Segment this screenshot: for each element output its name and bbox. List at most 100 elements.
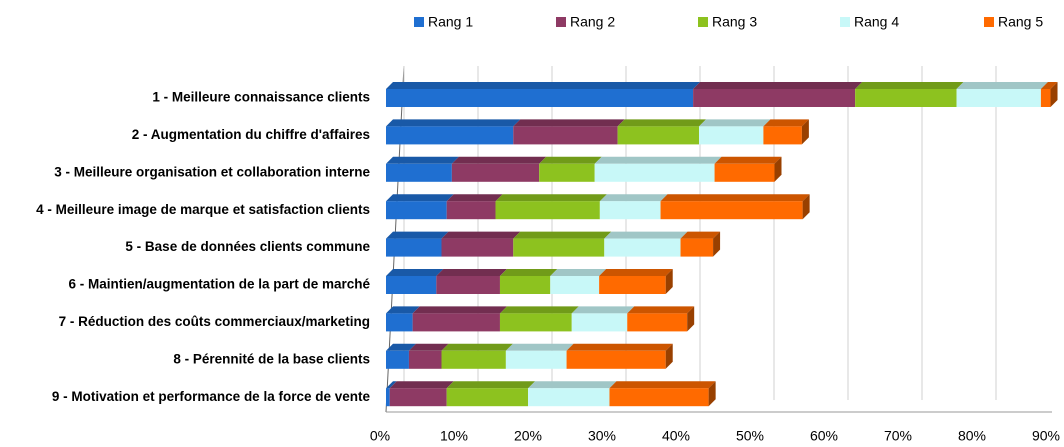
bar-top xyxy=(495,194,607,202)
bar xyxy=(550,276,600,294)
bar-top xyxy=(386,343,416,351)
bar-top xyxy=(436,269,507,276)
bar xyxy=(499,276,551,294)
bar xyxy=(627,313,688,332)
bar xyxy=(604,238,681,257)
bar-top xyxy=(386,381,397,389)
x-tick-label: 70% xyxy=(884,428,912,444)
x-tick-label: 10% xyxy=(440,428,468,444)
bar-top xyxy=(1040,82,1058,89)
bar xyxy=(412,313,500,332)
bar xyxy=(956,89,1041,107)
bar-top xyxy=(566,343,673,351)
bar-side xyxy=(687,306,695,332)
bar-top xyxy=(386,194,454,202)
bar-top xyxy=(389,381,454,389)
bar-top xyxy=(513,231,612,239)
bar xyxy=(763,126,802,145)
bar xyxy=(660,201,803,220)
legend-swatch xyxy=(984,17,994,27)
bar xyxy=(386,276,437,294)
category-label: 2 - Augmentation du chiffre d'affaires xyxy=(132,127,370,142)
legend-swatch xyxy=(556,17,566,27)
bar-side xyxy=(802,194,810,220)
bar xyxy=(571,313,628,332)
bar xyxy=(699,126,764,145)
bar xyxy=(446,201,496,220)
bar-top xyxy=(451,156,547,164)
category-label: 7 - Réduction des coûts commerciaux/mark… xyxy=(59,314,370,329)
bar xyxy=(386,201,447,220)
bars xyxy=(386,82,1058,407)
bar xyxy=(386,89,694,107)
bar-top xyxy=(446,194,503,202)
bar-side xyxy=(801,119,809,145)
bar-top xyxy=(594,156,722,164)
bar-top xyxy=(539,156,602,164)
bar-top xyxy=(446,381,536,389)
category-label: 4 - Meilleure image de marque et satisfa… xyxy=(36,202,370,217)
bar-top xyxy=(617,119,707,127)
bar-top xyxy=(386,231,449,239)
bar xyxy=(539,163,595,182)
bar-top xyxy=(660,194,810,202)
bar-top xyxy=(528,381,617,389)
x-tick-label: 60% xyxy=(810,428,838,444)
bar-top xyxy=(386,306,420,314)
bar-top xyxy=(550,269,607,276)
bar xyxy=(386,238,442,257)
legend-swatch xyxy=(840,17,850,27)
bar xyxy=(441,350,506,369)
category-label: 3 - Meilleure organisation et collaborat… xyxy=(54,164,370,179)
bar xyxy=(680,238,714,257)
legend-label: Rang 1 xyxy=(428,14,473,30)
x-tick-label: 20% xyxy=(514,428,542,444)
bar xyxy=(446,388,529,407)
legend-label: Rang 2 xyxy=(570,14,615,30)
bar xyxy=(495,201,600,220)
bar xyxy=(386,313,413,332)
bar xyxy=(408,350,442,369)
bar-top xyxy=(680,231,721,239)
bar-side xyxy=(708,381,716,407)
bar-top xyxy=(956,82,1048,89)
bar xyxy=(436,276,500,294)
category-label: 8 - Pérennité de la base clients xyxy=(173,351,370,366)
bar xyxy=(528,388,610,407)
bar xyxy=(451,163,540,182)
bar-top xyxy=(693,82,863,89)
legend-swatch xyxy=(698,17,708,27)
bar xyxy=(499,313,572,332)
bar xyxy=(599,201,661,220)
bar-top xyxy=(441,343,513,351)
bar-side xyxy=(774,156,782,182)
bar-top xyxy=(609,381,716,389)
bar-top xyxy=(599,194,668,202)
bar xyxy=(386,126,514,145)
category-label: 6 - Maintien/augmentation de la part de … xyxy=(68,277,370,292)
bar-top xyxy=(386,269,444,276)
category-label: 5 - Base de données clients commune xyxy=(125,239,370,254)
bar xyxy=(617,126,700,145)
bar-top xyxy=(714,156,782,164)
bar-top xyxy=(599,269,673,276)
legend-label: Rang 4 xyxy=(854,14,899,30)
bar-top xyxy=(627,306,695,314)
bar-top xyxy=(763,119,809,127)
bar xyxy=(513,238,605,257)
bar-top xyxy=(604,231,688,239)
bar-side xyxy=(713,231,721,257)
bar-top xyxy=(855,82,964,89)
bar xyxy=(594,163,715,182)
bar xyxy=(714,163,775,182)
category-label: 1 - Meilleure connaissance clients xyxy=(152,90,370,105)
bar xyxy=(505,350,567,369)
bar-top xyxy=(499,269,558,276)
bar-top xyxy=(386,156,459,164)
x-tick-label: 90% xyxy=(1032,428,1060,444)
bar-top xyxy=(386,119,521,127)
x-tick-label: 80% xyxy=(958,428,986,444)
bar xyxy=(855,89,957,107)
bar-top xyxy=(386,82,701,89)
